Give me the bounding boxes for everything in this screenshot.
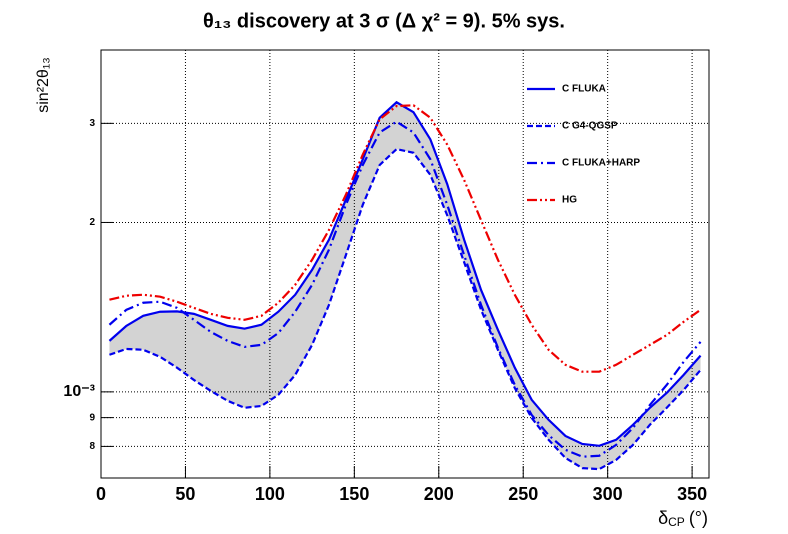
legend-label: C G4-QGSP (562, 121, 618, 132)
line (109, 104, 702, 373)
y-tick-label: 10⁻³ (63, 383, 95, 400)
line (108, 100, 702, 447)
y-axis-label: sin²2θ₁₃ (35, 57, 52, 113)
legend-label: C FLUKA+HARP (562, 158, 640, 169)
plot-frame (100, 49, 710, 479)
legend-label: HG (562, 195, 577, 206)
x-tick-label: 200 (424, 484, 454, 504)
x-tick-label: 150 (339, 484, 369, 504)
y-tick-label: 9 (89, 412, 95, 423)
x-label-symbol: δ (658, 508, 668, 528)
y-tick-label: 8 (89, 441, 95, 452)
y-tick-label: 2 (89, 217, 95, 228)
y-tick-label: 3 (89, 118, 95, 129)
band (109, 102, 701, 470)
x-tick-label: 300 (593, 484, 623, 504)
x-tick-label: 350 (677, 484, 707, 504)
x-tick-label: 250 (508, 484, 538, 504)
x-axis-label: δCP (°) (658, 508, 708, 529)
x-label-unit: (°) (689, 508, 708, 528)
chart-title: θ₁₃ discovery at 3 σ (Δ χ² = 9). 5% sys. (203, 10, 565, 32)
legend-label: C FLUKA (562, 84, 606, 95)
x-tick-label: 100 (255, 484, 285, 504)
x-tick-label: 50 (175, 484, 195, 504)
line (108, 120, 702, 458)
x-tick-label: 0 (96, 484, 106, 504)
x-label-subscript: CP (668, 515, 685, 529)
line (109, 147, 702, 471)
